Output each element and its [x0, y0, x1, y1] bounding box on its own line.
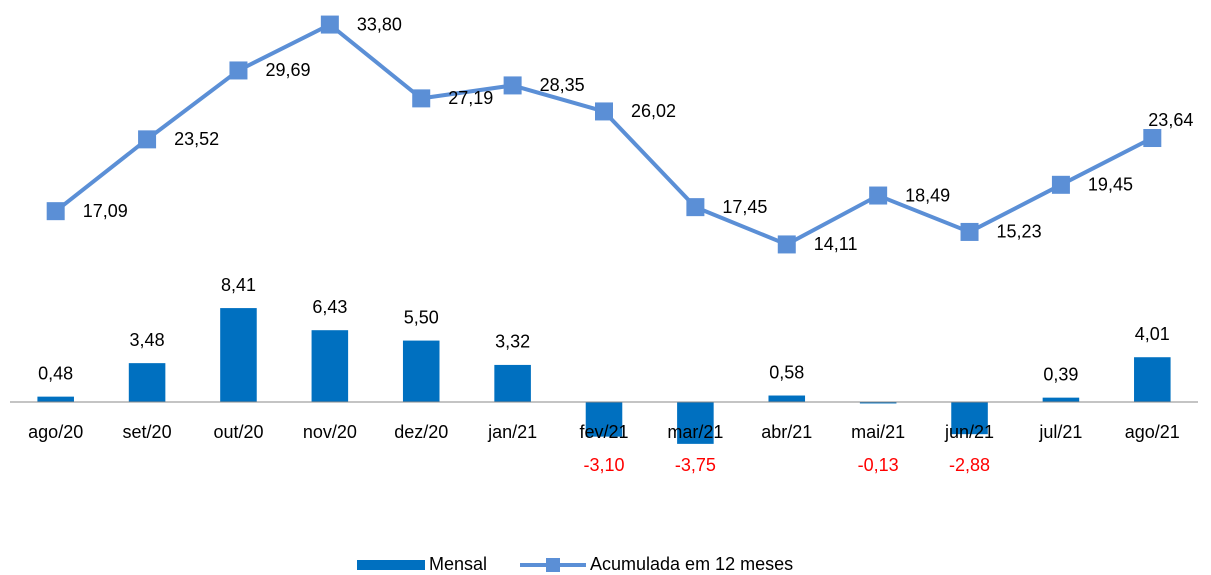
legend-swatch: [357, 560, 425, 570]
bar: [585, 402, 623, 437]
bar-value-label: 3,48: [130, 330, 165, 350]
line-marker: [503, 76, 522, 95]
bar: [220, 308, 257, 402]
line-marker: [229, 61, 248, 80]
bar: [859, 402, 897, 404]
x-tick-label: out/20: [213, 422, 263, 442]
line-marker: [777, 235, 796, 254]
bar-value-label: -3,10: [583, 455, 624, 475]
x-tick-label: jun/21: [944, 422, 994, 442]
line-value-label: 29,69: [265, 60, 310, 80]
bar-value-label: -3,75: [675, 455, 716, 475]
line-marker: [1051, 175, 1070, 194]
x-tick-label: jul/21: [1038, 422, 1082, 442]
x-tick-label: jan/21: [487, 422, 537, 442]
line-value-label: 19,45: [1088, 175, 1133, 195]
bar-value-label: 0,48: [38, 363, 73, 383]
line-marker: [869, 186, 888, 205]
legend-label: Mensal: [429, 554, 487, 574]
bar: [768, 395, 806, 402]
x-tick-label: fev/21: [579, 422, 628, 442]
line-marker: [686, 198, 705, 217]
line-value-label: 26,02: [631, 101, 676, 121]
x-tick-label: mai/21: [851, 422, 905, 442]
line-marker: [595, 102, 613, 121]
line-marker: [138, 130, 157, 149]
x-tick-label: nov/20: [303, 422, 357, 442]
bar-value-label: -0,13: [858, 455, 899, 475]
line-marker: [1143, 129, 1162, 148]
line-value-label: 15,23: [997, 222, 1042, 242]
line-value-label: 28,35: [540, 75, 585, 95]
bar-value-label: 8,41: [221, 275, 256, 295]
bar-value-label: 6,43: [312, 297, 347, 317]
bar: [402, 340, 440, 402]
line-marker: [320, 15, 339, 34]
bar-value-label: 5,50: [404, 307, 439, 327]
line-marker: [960, 222, 979, 241]
bar-value-label: 3,32: [495, 332, 530, 352]
bar-value-label: 0,58: [769, 362, 804, 382]
legend-label: Acumulada em 12 meses: [590, 554, 793, 574]
x-tick-label: abr/21: [761, 422, 812, 442]
bar: [951, 402, 988, 435]
bar-value-label: -2,88: [949, 455, 990, 475]
line-value-label: 17,09: [83, 201, 128, 221]
bar: [128, 363, 166, 402]
line-value-label: 18,49: [905, 185, 950, 205]
bar: [677, 402, 714, 444]
bar-value-label: 0,39: [1043, 364, 1078, 384]
x-tick-label: ago/21: [1125, 422, 1180, 442]
line-marker: [412, 89, 431, 108]
bar: [311, 330, 349, 402]
line-value-label: 14,11: [814, 234, 858, 254]
bar: [37, 396, 74, 402]
line-marker: [46, 202, 65, 221]
bar: [1042, 397, 1080, 402]
x-tick-label: mar/21: [667, 422, 723, 442]
x-tick-label: dez/20: [394, 422, 448, 442]
bar: [1134, 357, 1171, 402]
bar-value-label: 4,01: [1135, 324, 1170, 344]
x-tick-label: set/20: [123, 422, 172, 442]
x-tick-label: ago/20: [28, 422, 83, 442]
line-value-label: 33,80: [357, 14, 402, 34]
line-value-label: 23,64: [1148, 110, 1193, 130]
line-value-label: 27,19: [448, 88, 493, 108]
bar: [494, 364, 531, 402]
line: [54, 22, 1154, 247]
line-value-label: 23,52: [174, 129, 219, 149]
line-value-label: 17,45: [722, 197, 767, 217]
legend-swatch-marker: [546, 558, 560, 572]
